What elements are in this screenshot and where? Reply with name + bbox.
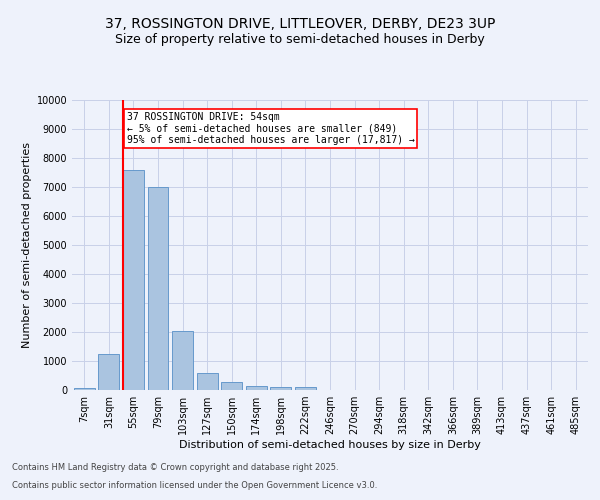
Y-axis label: Number of semi-detached properties: Number of semi-detached properties xyxy=(22,142,32,348)
Bar xyxy=(271,386,292,390)
Text: Size of property relative to semi-detached houses in Derby: Size of property relative to semi-detach… xyxy=(115,32,485,46)
X-axis label: Distribution of semi-detached houses by size in Derby: Distribution of semi-detached houses by … xyxy=(179,440,481,450)
Text: 37 ROSSINGTON DRIVE: 54sqm
← 5% of semi-detached houses are smaller (849)
95% of: 37 ROSSINGTON DRIVE: 54sqm ← 5% of semi-… xyxy=(127,112,415,145)
Bar xyxy=(246,386,267,390)
Bar xyxy=(221,382,242,390)
Bar xyxy=(172,332,193,390)
Text: 37, ROSSINGTON DRIVE, LITTLEOVER, DERBY, DE23 3UP: 37, ROSSINGTON DRIVE, LITTLEOVER, DERBY,… xyxy=(105,18,495,32)
Text: Contains public sector information licensed under the Open Government Licence v3: Contains public sector information licen… xyxy=(12,481,377,490)
Bar xyxy=(98,354,119,390)
Bar xyxy=(197,372,218,390)
Bar xyxy=(148,187,169,390)
Text: Contains HM Land Registry data © Crown copyright and database right 2025.: Contains HM Land Registry data © Crown c… xyxy=(12,464,338,472)
Bar xyxy=(74,388,95,390)
Bar xyxy=(295,387,316,390)
Bar xyxy=(123,170,144,390)
